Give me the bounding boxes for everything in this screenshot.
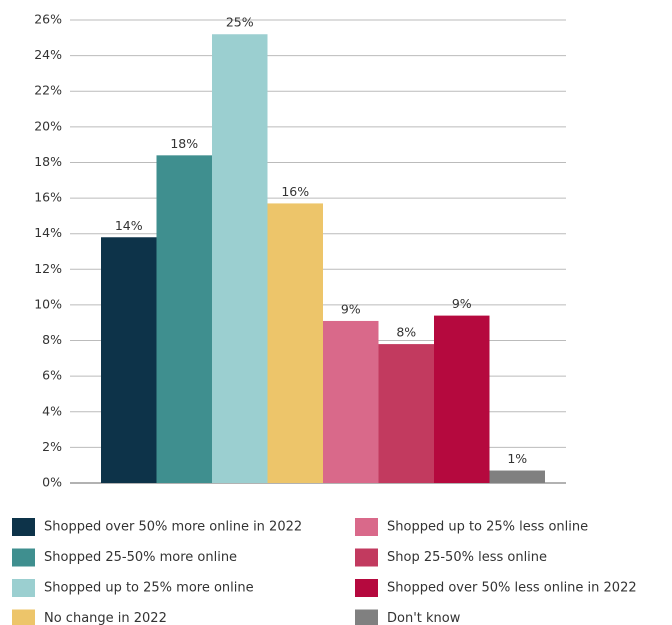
legend-label: Don't know [387, 611, 461, 625]
legend-label: Shopped over 50% less online in 2022 [387, 581, 637, 596]
data-label: 25% [226, 15, 254, 30]
y-tick-label: 10% [34, 296, 62, 311]
bar [212, 34, 268, 483]
legend-swatch [12, 609, 35, 625]
legend-swatch [12, 548, 35, 567]
y-tick-label: 24% [34, 47, 62, 62]
y-tick-label: 0% [42, 475, 62, 490]
y-tick-label: 2% [42, 439, 62, 454]
legend-label: Shop 25-50% less online [387, 550, 547, 565]
y-tick-label: 20% [34, 118, 62, 133]
y-tick-label: 18% [34, 154, 62, 169]
legend-label: Shopped up to 25% less online [387, 520, 588, 535]
data-label: 16% [281, 184, 309, 199]
legend-label: Shopped up to 25% more online [44, 581, 254, 596]
bar [101, 237, 157, 483]
y-tick-label: 4% [42, 403, 62, 418]
bar [156, 155, 212, 484]
legend-swatch [355, 548, 378, 567]
legend-swatch [355, 609, 378, 625]
legend-swatch [355, 518, 378, 536]
legend-swatch [12, 518, 35, 536]
y-tick-label: 26% [34, 12, 62, 27]
bar [489, 470, 545, 483]
bar [267, 203, 323, 483]
bar [434, 315, 490, 483]
legend-swatch [12, 579, 35, 597]
data-label: 8% [396, 325, 416, 340]
data-label: 18% [170, 136, 198, 151]
legend-swatch [355, 579, 378, 597]
data-label: 9% [452, 296, 472, 311]
y-tick-label: 16% [34, 190, 62, 205]
y-tick-label: 12% [34, 261, 62, 276]
legend-label: Shopped over 50% more online in 2022 [44, 520, 302, 535]
data-label: 1% [507, 451, 527, 466]
y-tick-label: 8% [42, 332, 62, 347]
y-tick-label: 22% [34, 83, 62, 98]
legend-label: Shopped 25-50% more online [44, 550, 237, 565]
bar [323, 320, 379, 483]
bar [378, 344, 434, 483]
y-tick-label: 14% [34, 225, 62, 240]
legend-label: No change in 2022 [44, 611, 167, 625]
data-label: 9% [341, 301, 361, 316]
y-tick-label: 6% [42, 368, 62, 383]
data-label: 14% [115, 218, 143, 233]
